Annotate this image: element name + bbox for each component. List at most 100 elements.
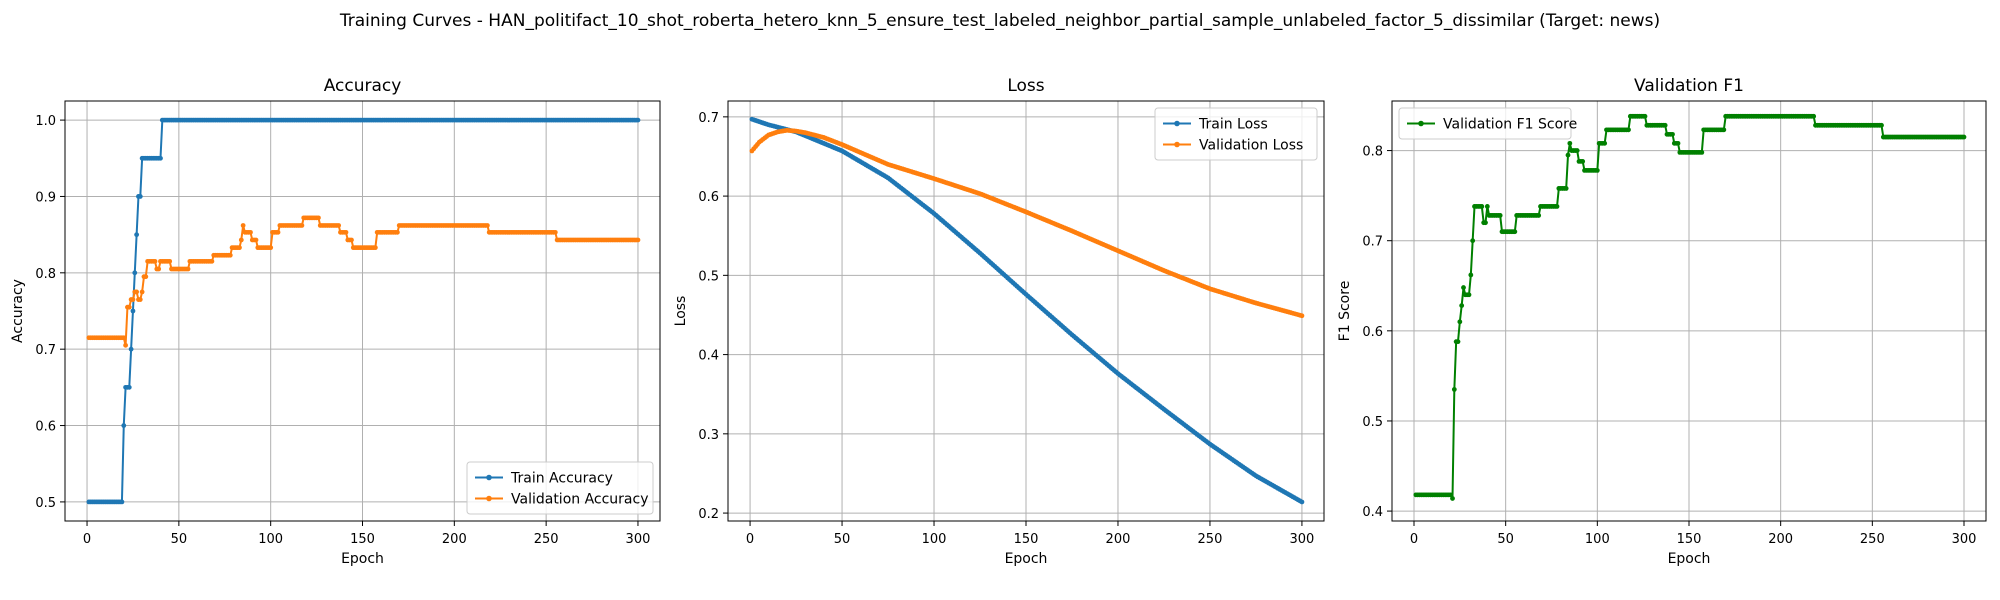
data-point: [1459, 303, 1465, 308]
y-axis-label: Accuracy: [10, 279, 26, 343]
series-markers-1: [749, 127, 1305, 319]
legend-label: Train Accuracy: [510, 471, 613, 487]
data-point: [137, 194, 143, 199]
legend-label: Validation Accuracy: [511, 492, 649, 508]
y-tick-label: 0.4: [1362, 505, 1383, 520]
y-tick-label: 0.3: [698, 428, 719, 443]
x-tick-label: 200: [1768, 532, 1793, 547]
data-point: [126, 304, 132, 310]
x-tick-label: 150: [350, 532, 375, 547]
data-point: [209, 258, 215, 264]
data-point: [1448, 492, 1454, 498]
x-tick-label: 0: [83, 532, 91, 547]
data-point: [1670, 131, 1675, 137]
legend-box: [1154, 107, 1318, 161]
x-tick-label: 50: [1497, 532, 1514, 547]
data-point: [123, 342, 128, 348]
data-point: [156, 266, 162, 272]
data-point: [185, 266, 191, 272]
data-point: [1567, 140, 1573, 146]
y-tick-label: 0.5: [698, 269, 719, 284]
series-line-0: [88, 119, 638, 503]
figure-title: Training Curves - HAN_politifact_10_shot…: [339, 11, 1660, 31]
data-point: [1461, 285, 1466, 290]
x-tick-label: 150: [1014, 532, 1039, 547]
series-markers-0: [86, 117, 641, 505]
data-point: [1483, 220, 1488, 226]
data-point: [1299, 313, 1305, 319]
data-point: [1594, 168, 1600, 173]
subplot-0: 0 50 100 150 200 250 300 0.5 0.6 0.7 0.8 0.9 1.0 Accu…: [10, 76, 661, 567]
y-tick-label: 0.8: [35, 267, 56, 282]
data-point: [1536, 213, 1542, 218]
data-point: [248, 229, 253, 235]
y-tick-label: 1.0: [35, 114, 56, 129]
x-tick-label: 250: [1198, 532, 1223, 547]
data-point: [158, 155, 163, 161]
x-tick-label: 100: [1585, 532, 1610, 547]
data-point: [299, 223, 305, 228]
subplot-title: Accuracy: [324, 76, 402, 96]
data-point: [1470, 238, 1476, 244]
data-point: [1451, 387, 1457, 392]
data-point: [1563, 186, 1569, 191]
legend-box: [1398, 107, 1572, 140]
data-point: [1961, 134, 1967, 140]
data-point: [1580, 158, 1586, 164]
data-point: [1484, 204, 1490, 209]
data-point: [1699, 149, 1705, 155]
data-point: [316, 215, 321, 221]
data-point: [132, 270, 138, 276]
x-axis-label: Epoch: [341, 551, 384, 567]
legend-marker: [1174, 120, 1180, 127]
data-point: [394, 229, 400, 235]
x-tick-label: 150: [1677, 532, 1702, 547]
data-point: [121, 335, 127, 341]
y-tick-label: 0.6: [35, 420, 56, 435]
data-point: [1512, 229, 1518, 235]
data-point: [635, 117, 641, 123]
legend: Validation F1 Score: [1398, 107, 1577, 140]
y-tick-label: 0.6: [698, 190, 719, 205]
y-tick-label: 0.9: [35, 190, 56, 205]
data-point: [167, 258, 173, 264]
data-point: [1450, 496, 1455, 501]
subplot-title: Validation F1: [1634, 76, 1744, 96]
x-axis-label: Epoch: [1668, 551, 1711, 567]
subplot-1: 0 50 100 150 200 250 300 0.2 0.3 0.4 0.5 0.6 0.7 Loss…: [673, 76, 1325, 567]
data-point: [343, 229, 349, 235]
data-point: [484, 223, 490, 228]
y-tick-label: 0.7: [35, 343, 56, 358]
series-markers-1: [86, 215, 641, 348]
x-tick-label: 300: [1952, 532, 1977, 547]
series-line-0: [751, 118, 1303, 503]
data-point: [275, 229, 281, 235]
data-point: [128, 346, 134, 352]
data-point: [1479, 204, 1485, 209]
data-point: [237, 245, 242, 251]
y-tick-label: 0.4: [698, 349, 719, 364]
data-point: [336, 223, 342, 228]
data-point: [1497, 213, 1503, 218]
legend-label: Validation Loss: [1199, 138, 1303, 154]
subplot-title: Loss: [1007, 76, 1044, 96]
data-point: [372, 245, 378, 251]
x-tick-label: 300: [1290, 532, 1315, 547]
data-point: [1879, 122, 1884, 128]
y-tick-label: 0.2: [698, 507, 719, 522]
data-point: [238, 237, 244, 243]
data-point: [1299, 499, 1305, 505]
subplot-2: 0 50 100 150 200 250 300 0.4 0.5 0.6 0.7 0.8 Validat…: [1337, 76, 1987, 567]
data-point: [1642, 113, 1648, 119]
data-point: [1662, 122, 1668, 128]
data-point: [1675, 140, 1681, 146]
data-point: [240, 223, 246, 228]
data-point: [1574, 148, 1580, 153]
series-markers-0: [1413, 113, 1967, 501]
data-point: [1811, 113, 1817, 119]
data-point: [126, 384, 132, 390]
legend: Train Loss Validation Loss: [1154, 107, 1318, 161]
data-point: [1721, 127, 1727, 133]
y-tick-label: 0.5: [1362, 415, 1383, 430]
